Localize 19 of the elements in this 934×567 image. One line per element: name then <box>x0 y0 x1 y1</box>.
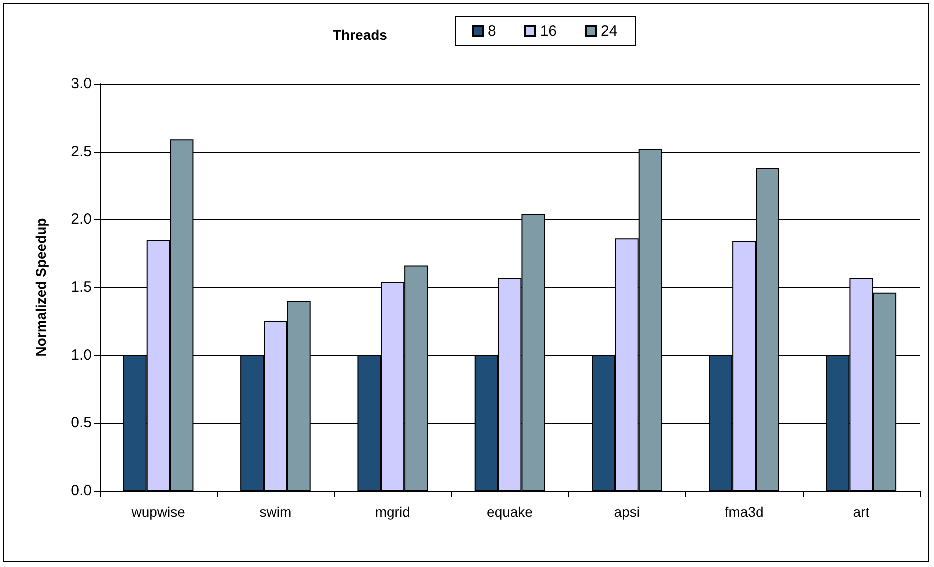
x-tick-label: equake <box>487 504 534 520</box>
y-tick-label: 2.5 <box>71 143 92 160</box>
legend-label: 16 <box>540 23 558 40</box>
x-tick-label: mgrid <box>375 504 410 520</box>
y-tick-label: 1.0 <box>71 346 92 364</box>
y-tick-label: 0.0 <box>71 482 92 500</box>
x-tick-label: swim <box>260 504 292 520</box>
y-tick-label: 1.5 <box>71 279 92 296</box>
x-tick-label: fma3d <box>724 504 764 520</box>
x-tick-label: art <box>853 504 870 520</box>
x-tick-label: apsi <box>614 504 640 520</box>
legend-label: 8 <box>488 23 496 40</box>
y-tick-label: 0.5 <box>71 414 92 432</box>
x-tick-label: wupwise <box>130 504 186 520</box>
legend-title: Threads <box>333 27 388 43</box>
y-tick-label: 2.0 <box>71 211 92 228</box>
legend-label: 24 <box>601 23 618 40</box>
y-axis-title: Normalized Speedup <box>33 218 49 357</box>
y-tick-label: 3.0 <box>71 76 92 92</box>
